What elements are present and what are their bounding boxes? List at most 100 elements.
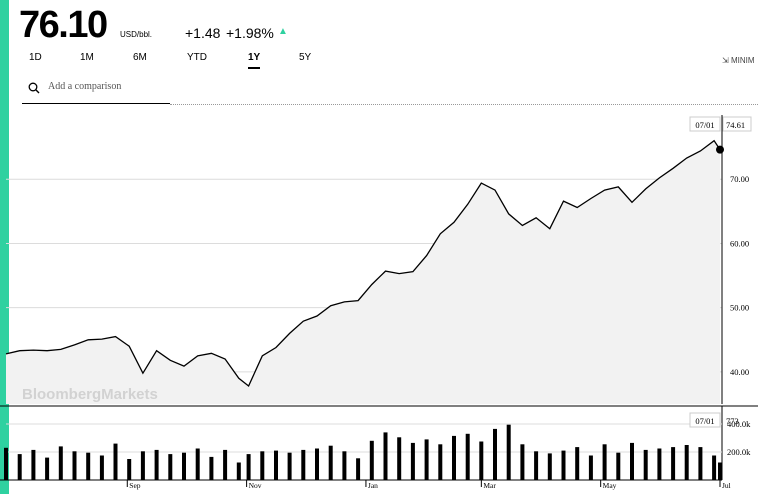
volume-bar: [397, 437, 402, 480]
x-tick-label: May: [603, 481, 617, 490]
volume-bar: [493, 428, 497, 480]
volume-bar: [410, 442, 415, 480]
volume-bar: [630, 442, 634, 480]
volume-date-box: [689, 412, 721, 428]
volume-bar: [671, 447, 676, 480]
volume-bar: [140, 451, 145, 480]
price-value: 76.10: [19, 4, 108, 46]
x-tick-label: Mar: [483, 481, 496, 490]
volume-bar: [182, 452, 186, 480]
volume-date-label: 07/01: [695, 416, 714, 426]
volume-bar: [45, 457, 50, 480]
volume-bar: [287, 452, 292, 480]
tab-6m[interactable]: 6M: [133, 52, 147, 63]
volume-bar: [17, 454, 22, 480]
x-tick-label: Jan: [368, 481, 378, 490]
volume-bar: [520, 444, 525, 480]
minimize-label: MINIM: [730, 56, 755, 65]
volume-bar: [127, 459, 132, 480]
last-date-box: [689, 116, 721, 132]
volume-bar: [547, 453, 552, 480]
price-line: [5, 139, 721, 388]
volume-bar: [342, 451, 347, 480]
comparison-search[interactable]: [22, 76, 170, 104]
volume-bar: [712, 455, 717, 480]
volume-bar: [154, 449, 159, 480]
tab-1y[interactable]: 1Y: [248, 52, 261, 69]
tab-1m[interactable]: 1M: [80, 52, 94, 63]
volume-bar: [315, 448, 319, 480]
volume-bar: [383, 432, 388, 480]
price-tick-label: 70.00: [730, 174, 749, 184]
collapse-arrows-icon: ⇲: [722, 56, 729, 65]
volume-bar: [236, 462, 241, 480]
volume-bar: [113, 443, 118, 480]
volume-bar: [356, 458, 361, 480]
volume-bar: [657, 448, 662, 480]
last-point-marker: [716, 145, 724, 154]
volume-bar: [168, 454, 173, 480]
volume-bar: [209, 456, 214, 480]
volume-bar: [643, 449, 648, 480]
tab-5y[interactable]: 5Y: [299, 52, 312, 63]
volume-bar: [246, 454, 251, 480]
volume-bar: [260, 451, 265, 480]
volume-y-ticks: 200.0k 400.0k: [727, 419, 751, 457]
volume-bar: [274, 450, 278, 480]
volume-bar: [479, 441, 484, 480]
accent-bar: [0, 0, 9, 494]
volume-bar: [698, 447, 703, 480]
comparison-input[interactable]: [46, 80, 170, 93]
volume-bar: [4, 447, 8, 480]
volume-bar: [506, 424, 511, 480]
volume-bar: [328, 445, 333, 480]
volume-tick-label: 200.0k: [727, 447, 751, 457]
volume-tick-label: 400.0k: [727, 419, 751, 429]
up-arrow-icon: ▲: [278, 26, 288, 37]
x-tick-label: Jul: [722, 481, 731, 490]
price-unit: USD/bbl.: [120, 30, 153, 39]
volume-bar: [588, 455, 593, 480]
volume-bar: [424, 439, 429, 480]
volume-bar: [438, 444, 443, 480]
volume-bars: [4, 424, 722, 480]
search-icon: [28, 82, 40, 94]
volume-bar: [575, 447, 580, 480]
volume-gridlines: [6, 423, 722, 453]
volume-bar: [602, 444, 607, 480]
volume-bar: [452, 435, 456, 480]
search-divider: [170, 104, 758, 105]
price-change-percent: +1.98%: [226, 25, 274, 41]
price-tick-label: 60.00: [730, 238, 749, 248]
volume-bar: [616, 452, 621, 480]
last-value-label: 74.61: [726, 120, 745, 130]
tab-ytd[interactable]: YTD: [187, 52, 207, 63]
volume-bar: [534, 451, 539, 480]
price-tick-label: 50.00: [730, 303, 749, 313]
x-tick-label: Nov: [249, 481, 262, 490]
price-tick-label: 40.00: [730, 367, 749, 377]
volume-bar: [561, 450, 566, 480]
volume-value-label: 773: [726, 416, 739, 426]
price-area-fill: [6, 140, 720, 404]
volume-bar: [72, 451, 77, 480]
watermark: BloombergMarkets: [22, 386, 158, 403]
minimize-button[interactable]: ⇲ MINIM: [722, 56, 755, 65]
volume-bar: [31, 449, 36, 480]
volume-bar: [86, 452, 91, 480]
volume-bar: [465, 433, 470, 480]
last-value-box: [722, 116, 752, 132]
volume-bar: [684, 445, 689, 480]
tab-1d[interactable]: 1D: [29, 52, 42, 63]
volume-bar: [301, 449, 306, 480]
price-change: +1.48: [185, 25, 221, 41]
volume-bar: [718, 462, 722, 480]
range-tabs: 1D 1M 6M YTD 1Y 5Y: [19, 52, 758, 72]
x-tick-label: Sep: [129, 481, 141, 490]
volume-bar: [58, 446, 63, 480]
volume-bar: [195, 448, 200, 480]
price-y-ticks: 40.00 50.00 60.00 70.00: [730, 174, 749, 377]
volume-bar: [99, 455, 104, 480]
last-date-label: 07/01: [695, 120, 714, 130]
